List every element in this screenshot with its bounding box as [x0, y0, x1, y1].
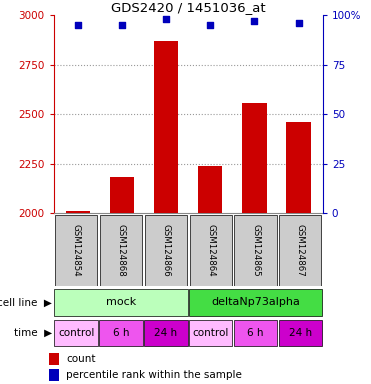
- Point: [119, 22, 125, 28]
- Bar: [49, 353, 59, 365]
- Bar: [242, 103, 266, 213]
- Bar: [234, 320, 277, 346]
- Text: 24 h: 24 h: [289, 328, 312, 338]
- Bar: [49, 369, 59, 381]
- Bar: [110, 177, 134, 213]
- Bar: [234, 215, 277, 286]
- Bar: [279, 215, 321, 286]
- Bar: [279, 320, 322, 346]
- Bar: [190, 215, 232, 286]
- Text: GSM124865: GSM124865: [251, 224, 260, 277]
- Text: mock: mock: [106, 297, 136, 308]
- Text: GSM124867: GSM124867: [296, 224, 305, 277]
- Point: [163, 16, 169, 22]
- Bar: [286, 122, 311, 213]
- Bar: [144, 320, 188, 346]
- Text: control: control: [193, 328, 229, 338]
- Text: cell line  ▶: cell line ▶: [0, 297, 52, 308]
- Bar: [189, 320, 233, 346]
- Bar: [198, 166, 223, 213]
- Text: GSM124866: GSM124866: [161, 224, 170, 277]
- Bar: [66, 211, 90, 213]
- Bar: [154, 41, 178, 213]
- Bar: [100, 215, 142, 286]
- Text: GSM124854: GSM124854: [72, 224, 81, 277]
- Text: 24 h: 24 h: [154, 328, 177, 338]
- Text: deltaNp73alpha: deltaNp73alpha: [211, 297, 300, 308]
- Point: [252, 18, 257, 24]
- Point: [296, 20, 302, 26]
- Bar: [55, 320, 98, 346]
- Text: percentile rank within the sample: percentile rank within the sample: [66, 370, 242, 381]
- Text: time  ▶: time ▶: [14, 328, 52, 338]
- Text: control: control: [58, 328, 94, 338]
- Bar: [189, 289, 322, 316]
- Bar: [55, 289, 188, 316]
- Bar: [55, 215, 97, 286]
- Bar: [145, 215, 187, 286]
- Text: 6 h: 6 h: [247, 328, 264, 338]
- Text: GSM124864: GSM124864: [206, 224, 215, 277]
- Bar: [99, 320, 143, 346]
- Point: [207, 22, 213, 28]
- Point: [75, 22, 81, 28]
- Title: GDS2420 / 1451036_at: GDS2420 / 1451036_at: [111, 1, 266, 14]
- Text: count: count: [66, 354, 95, 364]
- Text: 6 h: 6 h: [113, 328, 129, 338]
- Text: GSM124868: GSM124868: [116, 224, 125, 277]
